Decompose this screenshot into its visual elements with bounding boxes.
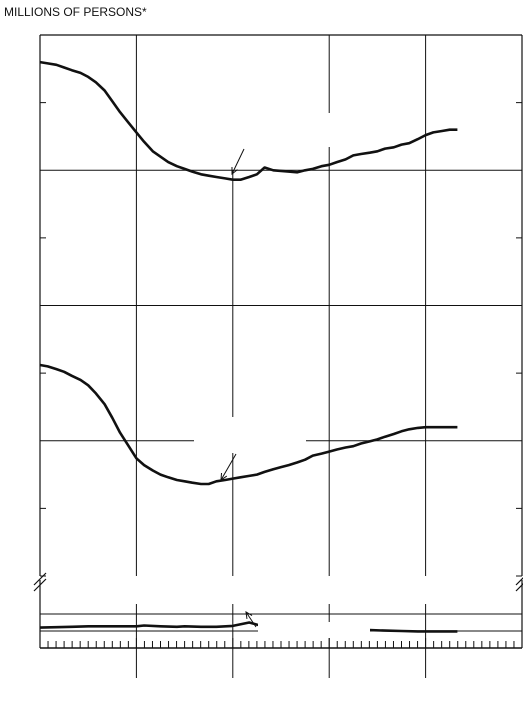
annotation-arrow-all-head (231, 166, 238, 176)
annotation-bg (166, 113, 342, 147)
series-line-upper-1 (39, 363, 458, 486)
annotation-arrow-government-head (245, 611, 253, 620)
annotation-arrow-government-shaft (245, 611, 257, 628)
series-line-upper-0 (39, 60, 458, 181)
unit-label: MILLIONS OF PERSONS* (4, 5, 147, 19)
annotation-bg (258, 622, 370, 638)
axis-break-left (33, 572, 47, 592)
x-axis-ticks (39, 638, 523, 648)
annotation-arrow-private-shaft (220, 453, 237, 481)
series-line-lower-0 (39, 621, 458, 633)
annotation-arrow-all-shaft (231, 148, 245, 175)
series-annotations (166, 113, 370, 638)
series-lines (39, 60, 458, 633)
annotation-bg (194, 417, 306, 453)
axis-break-right (515, 577, 523, 592)
annotation-arrow-private-head (220, 472, 228, 481)
